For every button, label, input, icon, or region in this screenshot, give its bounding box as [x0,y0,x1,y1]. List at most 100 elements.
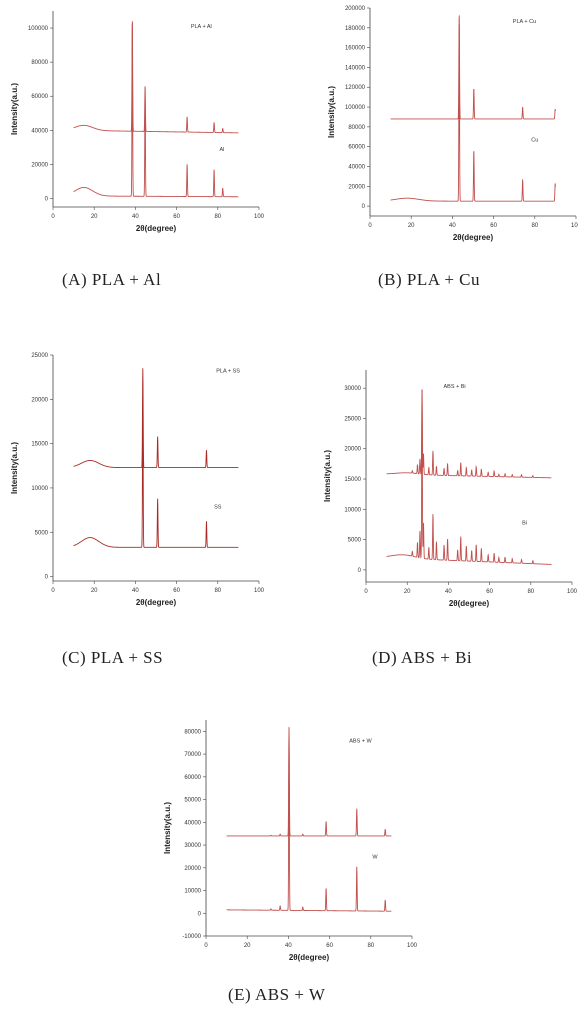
y-tick-label: 40000 [31,128,48,134]
series-label: PLA + SS [216,369,240,375]
y-tick-label: 0 [358,568,362,574]
y-tick-label: 160000 [345,46,366,52]
series-line-filler [226,728,392,912]
caption-d: (D) ABS + Bi [372,648,473,667]
caption-b: (B) PLA + Cu [378,270,481,289]
y-tick-label: 60000 [184,775,201,781]
x-tick-label: 80 [214,214,221,220]
y-axis-title: Intensity(a.u.) [163,802,172,854]
chart-panel-d: 0 5000 10000 15000 20000 25000 30000 0 20 40 60 80 1… [318,350,578,618]
y-tick-label: 20000 [184,866,201,872]
x-tick-label: 100 [254,588,265,594]
chart-c-svg: 0 5000 10000 15000 20000 25000 0 20 40 60 80 100 2θ(… [10,353,265,607]
series-line-filler [390,23,556,202]
x-tick-label: 20 [408,223,415,229]
y-tick-label: 100000 [28,26,49,32]
x-tick-label: 60 [486,589,493,595]
x-tick-label: 0 [204,943,208,949]
y-tick-label: 10000 [184,889,201,895]
y-tick-label: 25000 [31,353,48,359]
series-line-filler [73,396,239,548]
x-tick-label: 0 [51,588,55,594]
series-label: SS [214,504,222,510]
y-tick-label: 120000 [345,85,366,91]
x-axis-title: 2θ(degree) [453,233,494,242]
y-tick-label: 0 [45,196,49,202]
series-label: ABS + Bi [443,384,465,390]
y-tick-label: 40000 [348,164,365,170]
chart-panel-b: 0 20000 40000 60000 80000 100000 120000 140000 1… [322,2,578,242]
y-axis-title: Intensity(a.u.) [10,83,19,135]
x-tick-label: 0 [368,223,372,229]
x-axis-title: 2θ(degree) [136,598,177,607]
series-label: W [372,855,378,861]
y-tick-label: 50000 [184,798,201,804]
x-axis-title: 2θ(degree) [449,599,490,608]
y-tick-label: 140000 [345,65,366,71]
y-axis-title: Intensity(a.u.) [327,86,336,138]
series-label: Bi [522,520,527,526]
series-label: ABS + W [349,739,372,745]
y-tick-label: 15000 [344,477,361,483]
x-tick-label: 100 [254,214,265,220]
y-tick-label: 180000 [345,26,366,32]
y-tick-label: 200000 [345,6,366,12]
y-tick-label: 0 [198,911,202,917]
series-line-filler [73,22,239,198]
chart-panel-a: 0 20000 40000 60000 80000 100000 0 20 40 60 80 100 2… [5,5,275,240]
chart-panel-c: 0 5000 10000 15000 20000 25000 0 20 40 60 80 100 2θ(… [5,345,270,620]
y-tick-label: 30000 [184,843,201,849]
y-axis-title: Intensity(a.u.) [323,450,332,502]
y-tick-label: 70000 [184,752,201,758]
y-tick-label: 5000 [35,530,49,536]
x-tick-label: 40 [132,588,139,594]
series-label: Al [219,147,224,153]
x-tick-label: 20 [404,589,411,595]
y-tick-label: 60000 [348,145,365,151]
chart-d-svg: 0 5000 10000 15000 20000 25000 30000 0 20 40 60 80 1… [323,370,578,608]
x-tick-label: 40 [445,589,452,595]
y-tick-label: 80000 [31,60,48,66]
x-tick-label: 100 [571,223,578,229]
x-tick-label: 60 [326,943,333,949]
series-line-composite [226,727,392,837]
x-tick-label: 80 [531,223,538,229]
y-tick-label: -10000 [182,934,201,940]
y-tick-label: 40000 [184,820,201,826]
y-tick-label: 80000 [348,125,365,131]
caption-a: (A) PLA + Al [62,270,162,289]
y-tick-label: 60000 [31,94,48,100]
x-tick-label: 0 [364,589,368,595]
x-tick-label: 40 [132,214,139,220]
y-tick-label: 30000 [344,386,361,392]
x-axis-title: 2θ(degree) [289,953,330,962]
y-tick-label: 5000 [348,538,362,544]
y-tick-label: 20000 [31,162,48,168]
chart-b-svg: 0 20000 40000 60000 80000 100000 120000 140000 1… [327,6,578,242]
y-axis-title: Intensity(a.u.) [10,442,19,494]
x-axis-title: 2θ(degree) [136,224,177,233]
x-tick-label: 80 [527,589,534,595]
x-tick-label: 100 [567,589,578,595]
y-tick-label: 0 [45,575,49,581]
x-tick-label: 60 [173,214,180,220]
chart-a-svg: 0 20000 40000 60000 80000 100000 0 20 40 60 80 100 2… [10,11,265,233]
y-tick-label: 20000 [31,397,48,403]
chart-e-svg: -100000100002000030000400005000060000700… [163,720,418,962]
chart-panel-e: -10000 0 10000 20000 30000 40000 50000 60000 700… [158,708,423,970]
x-tick-label: 40 [285,943,292,949]
y-tick-label: 10000 [31,486,48,492]
series-line-composite [73,368,239,469]
y-tick-label: 10000 [344,507,361,513]
x-tick-label: 60 [173,588,180,594]
series-label: Cu [531,138,538,144]
y-tick-label: 0 [362,204,366,210]
y-tick-label: 100000 [345,105,366,111]
caption-e: (E) ABS + W [228,985,326,1004]
y-tick-label: 15000 [31,442,48,448]
y-tick-label: 20000 [344,447,361,453]
y-tick-label: 25000 [344,416,361,422]
series-line-filler [386,403,552,565]
series-label: PLA + Cu [513,19,536,25]
x-tick-label: 80 [214,588,221,594]
